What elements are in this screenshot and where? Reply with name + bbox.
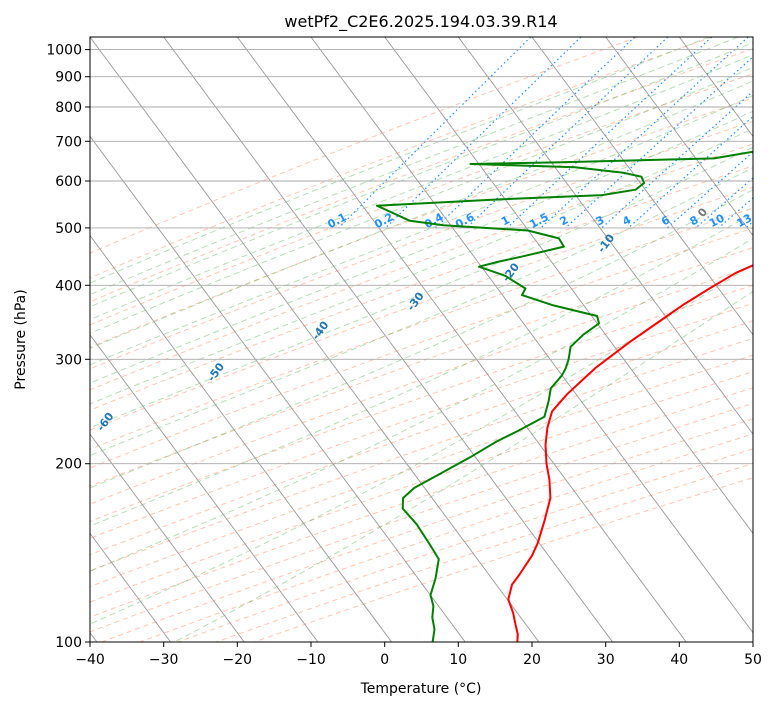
dry-adiabat (90, 320, 753, 556)
moist-adiabat (90, 37, 739, 296)
mixing-ratio-label: 16 (757, 211, 775, 230)
isotherm-line (90, 334, 319, 642)
isotherm-line (90, 234, 392, 642)
y-tick-label: 900 (55, 70, 82, 86)
isotherm-line (90, 433, 245, 642)
background-reference-lines (90, 37, 775, 642)
dry-adiabat (90, 37, 713, 279)
x-tick-label: 0 (380, 652, 389, 668)
mixing-ratio-line (506, 37, 713, 229)
mixing-ratio-line (435, 37, 636, 229)
isotherm-line (531, 37, 753, 336)
isotherm-line (384, 37, 753, 535)
mixing-ratio-line (768, 37, 775, 228)
y-axis-label: Pressure (hPa) (13, 289, 29, 389)
y-tick-label: 800 (55, 100, 82, 116)
dry-adiabat (90, 371, 753, 603)
plot-background (90, 37, 753, 642)
dry-adiabat (90, 227, 753, 469)
x-tick-label: −30 (149, 652, 179, 668)
dry-adiabat (90, 266, 753, 505)
mixing-ratio-label: 13 (734, 211, 754, 230)
moist-adiabat (90, 127, 753, 405)
isotherm-label: -70 (0, 464, 2, 488)
isotherm-line (310, 37, 753, 634)
sounding-profile-line (507, 264, 753, 642)
moist-adiabat (90, 95, 753, 366)
y-tick-label: 1000 (46, 43, 82, 59)
mixing-ratio-line (695, 177, 753, 229)
plot-frame (89, 36, 754, 643)
isotherm-line (90, 37, 540, 642)
isotherm-line (90, 532, 171, 642)
moist-adiabat (90, 42, 753, 308)
y-tick-label: 400 (55, 278, 82, 294)
y-tick-label: 300 (55, 352, 82, 368)
dry-adiabat (90, 207, 753, 450)
mixing-ratio-line (601, 90, 753, 229)
moist-adiabat (90, 189, 753, 489)
dry-adiabat (90, 120, 753, 370)
y-axis: 100 200 300 400 500 600 700 800 900 1000 (46, 43, 90, 651)
grid (90, 37, 753, 642)
moist-adiabat (90, 80, 753, 349)
isotherm-line (236, 37, 687, 642)
chart-title: wetPf2_C2E6.2025.194.03.39.R14 (284, 12, 557, 32)
y-tick-label: 700 (55, 134, 82, 150)
y-tick-label: 500 (55, 221, 82, 237)
x-tick-label: 10 (449, 652, 467, 668)
y-tick-label: 100 (55, 635, 82, 651)
y-tick-label: 200 (55, 457, 82, 473)
dry-adiabat (90, 48, 753, 303)
dry-adiabat (90, 143, 753, 391)
sounding-profile-line (375, 150, 753, 642)
x-tick-label: −40 (75, 652, 105, 668)
dry-adiabat (90, 165, 753, 411)
x-axis: −40 −30 −20 −10 0 10 20 30 40 50 (75, 642, 762, 668)
isotherm-line (605, 37, 753, 237)
x-tick-label: 40 (670, 652, 688, 668)
mixing-ratio-label: 10 (707, 211, 727, 230)
dry-adiabat (90, 354, 753, 588)
moist-adiabat (90, 212, 753, 527)
sounding-series (375, 150, 753, 642)
dry-adiabat (90, 37, 638, 254)
isotherm-line (752, 37, 753, 38)
x-tick-label: 50 (744, 652, 762, 668)
x-tick-label: −10 (296, 652, 326, 668)
moist-adiabat (90, 54, 753, 321)
moist-adiabat (90, 166, 753, 457)
x-tick-label: 20 (523, 652, 541, 668)
x-axis-label: Temperature (°C) (360, 681, 482, 697)
x-tick-label: 30 (597, 652, 615, 668)
moist-adiabat (90, 37, 710, 284)
moist-adiabat (90, 146, 753, 429)
isotherm-line (457, 37, 753, 435)
y-tick-label: 600 (55, 174, 82, 190)
isotherm-line (90, 135, 466, 642)
x-tick-label: −20 (223, 652, 253, 668)
